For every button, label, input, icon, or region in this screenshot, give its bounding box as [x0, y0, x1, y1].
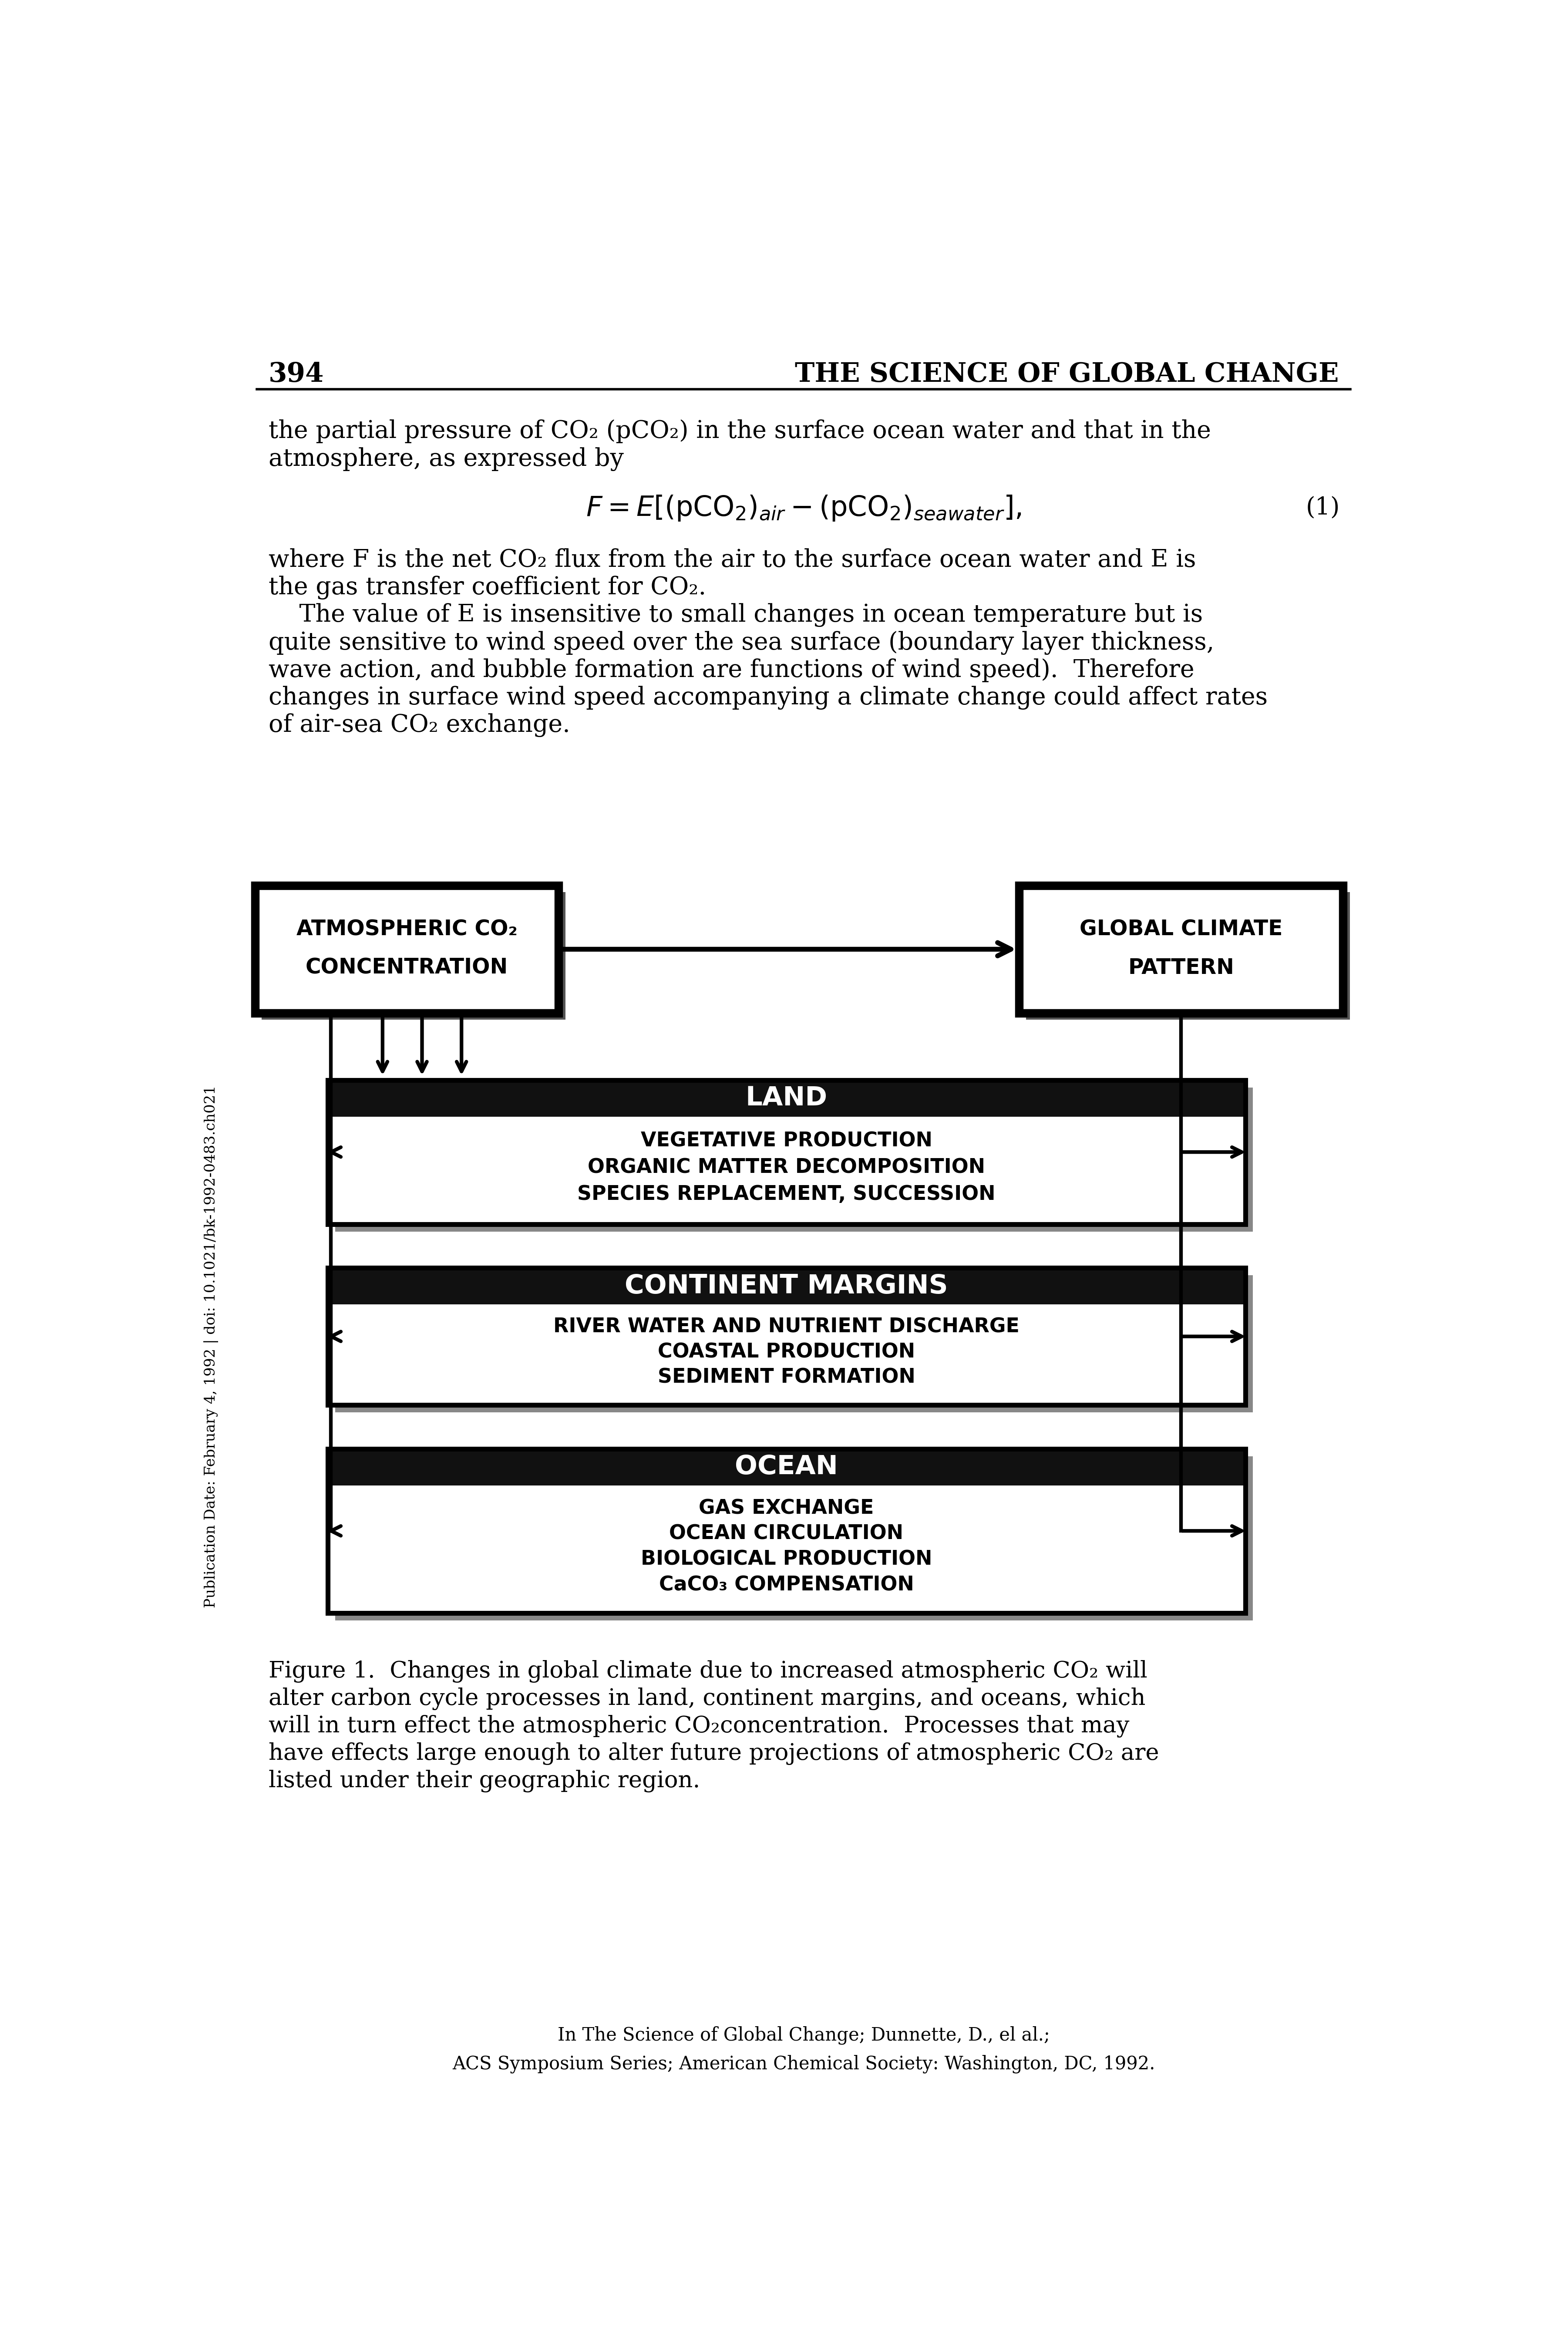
Text: CaCO₃ COMPENSATION: CaCO₃ COMPENSATION — [659, 1575, 914, 1594]
Text: In The Science of Global Change; Dunnette, D., el al.;: In The Science of Global Change; Dunnett… — [558, 2027, 1049, 2045]
Bar — [262, 893, 566, 1020]
Text: SPECIES REPLACEMENT, SUCCESSION: SPECIES REPLACEMENT, SUCCESSION — [577, 1185, 996, 1204]
Bar — [328, 1486, 1245, 1613]
Bar — [336, 1274, 1253, 1413]
Text: CONTINENT MARGINS: CONTINENT MARGINS — [624, 1274, 949, 1300]
Bar — [336, 1455, 1253, 1620]
Bar — [328, 1448, 1245, 1613]
Text: CONCENTRATION: CONCENTRATION — [306, 957, 508, 978]
Bar — [328, 1267, 1245, 1406]
Bar — [1019, 886, 1344, 1013]
Bar — [256, 886, 558, 1013]
Text: (1): (1) — [1306, 496, 1341, 520]
Text: will in turn effect the atmospheric CO₂concentration.  Processes that may: will in turn effect the atmospheric CO₂c… — [268, 1714, 1129, 1737]
Text: RIVER WATER AND NUTRIENT DISCHARGE: RIVER WATER AND NUTRIENT DISCHARGE — [554, 1317, 1019, 1338]
Text: alter carbon cycle processes in land, continent margins, and oceans, which: alter carbon cycle processes in land, co… — [268, 1688, 1146, 1709]
Text: the partial pressure of CO₂ (pCO₂) in the surface ocean water and that in the: the partial pressure of CO₂ (pCO₂) in th… — [268, 418, 1210, 444]
Text: Publication Date: February 4, 1992 | doi: 10.1021/bk-1992-0483.ch021: Publication Date: February 4, 1992 | doi… — [204, 1086, 218, 1608]
Text: changes in surface wind speed accompanying a climate change could affect rates: changes in surface wind speed accompanyi… — [268, 686, 1267, 710]
Text: GLOBAL CLIMATE: GLOBAL CLIMATE — [1080, 919, 1283, 940]
Text: SEDIMENT FORMATION: SEDIMENT FORMATION — [657, 1368, 916, 1387]
Bar — [336, 1089, 1253, 1232]
Text: $F = E[({\rm pCO_2})_{air} - ({\rm pCO_2})_{seawater}],$: $F = E[({\rm pCO_2})_{air} - ({\rm pCO_2… — [586, 494, 1021, 522]
Text: ORGANIC MATTER DECOMPOSITION: ORGANIC MATTER DECOMPOSITION — [588, 1159, 985, 1178]
Text: PATTERN: PATTERN — [1127, 957, 1234, 978]
Text: Figure 1.  Changes in global climate due to increased atmospheric CO₂ will: Figure 1. Changes in global climate due … — [268, 1660, 1148, 1683]
Text: COASTAL PRODUCTION: COASTAL PRODUCTION — [657, 1342, 916, 1361]
Text: have effects large enough to alter future projections of atmospheric CO₂ are: have effects large enough to alter futur… — [268, 1742, 1159, 1766]
Text: ATMOSPHERIC CO₂: ATMOSPHERIC CO₂ — [296, 919, 517, 940]
Bar — [1025, 893, 1350, 1020]
Text: OCEAN: OCEAN — [735, 1455, 837, 1481]
Bar — [328, 1305, 1245, 1406]
Text: of air-sea CO₂ exchange.: of air-sea CO₂ exchange. — [268, 712, 571, 738]
Text: VEGETATIVE PRODUCTION: VEGETATIVE PRODUCTION — [641, 1131, 933, 1150]
Bar — [328, 1448, 1245, 1486]
Text: the gas transfer coefficient for CO₂.: the gas transfer coefficient for CO₂. — [268, 576, 706, 600]
Text: 394: 394 — [268, 362, 325, 388]
Text: quite sensitive to wind speed over the sea surface (boundary layer thickness,: quite sensitive to wind speed over the s… — [268, 630, 1214, 654]
Bar — [328, 1267, 1245, 1305]
Text: LAND: LAND — [745, 1086, 828, 1112]
Text: OCEAN CIRCULATION: OCEAN CIRCULATION — [670, 1523, 903, 1545]
Text: ACS Symposium Series; American Chemical Society: Washington, DC, 1992.: ACS Symposium Series; American Chemical … — [452, 2055, 1156, 2074]
Text: BIOLOGICAL PRODUCTION: BIOLOGICAL PRODUCTION — [641, 1549, 931, 1570]
Bar — [328, 1079, 1245, 1117]
Text: THE SCIENCE OF GLOBAL CHANGE: THE SCIENCE OF GLOBAL CHANGE — [795, 362, 1339, 388]
Text: where F is the net CO₂ flux from the air to the surface ocean water and E is: where F is the net CO₂ flux from the air… — [268, 548, 1196, 571]
Text: GAS EXCHANGE: GAS EXCHANGE — [699, 1498, 873, 1519]
Text: wave action, and bubble formation are functions of wind speed).  Therefore: wave action, and bubble formation are fu… — [268, 658, 1195, 682]
Bar — [328, 1079, 1245, 1225]
Text: The value of E is insensitive to small changes in ocean temperature but is: The value of E is insensitive to small c… — [268, 604, 1203, 628]
Bar — [328, 1117, 1245, 1225]
Text: listed under their geographic region.: listed under their geographic region. — [268, 1770, 699, 1791]
Text: atmosphere, as expressed by: atmosphere, as expressed by — [268, 447, 624, 470]
